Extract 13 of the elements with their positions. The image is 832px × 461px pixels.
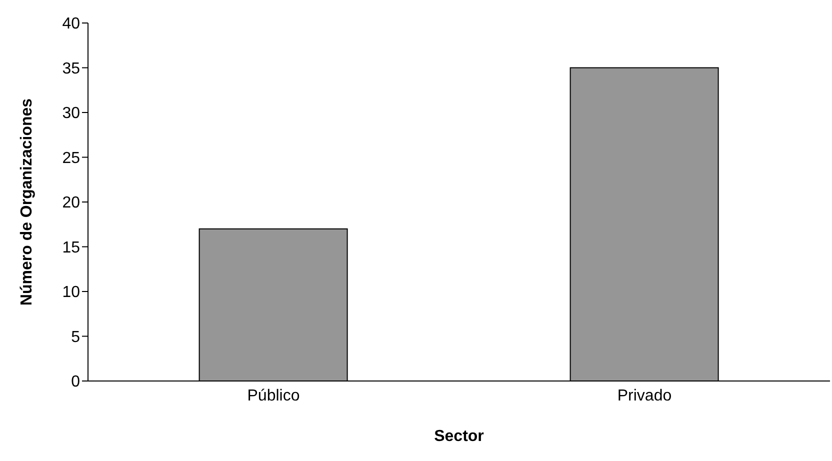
- y-tick-label: 40: [62, 16, 80, 33]
- y-tick-label: 30: [62, 105, 80, 122]
- x-tick-label: Público: [247, 387, 300, 404]
- y-tick-label: 35: [62, 60, 80, 78]
- x-axis-title: Sector: [434, 428, 484, 445]
- y-tick-label: 15: [62, 239, 80, 256]
- y-tick-label: 0: [71, 374, 80, 391]
- y-tick-label: 25: [62, 150, 80, 167]
- y-tick-label: 10: [62, 284, 80, 302]
- y-axis-title: Número de Organizaciones: [18, 98, 36, 306]
- x-tick-label: Privado: [617, 387, 672, 404]
- y-tick-label: 20: [62, 194, 80, 212]
- y-tick-label: 5: [71, 328, 80, 346]
